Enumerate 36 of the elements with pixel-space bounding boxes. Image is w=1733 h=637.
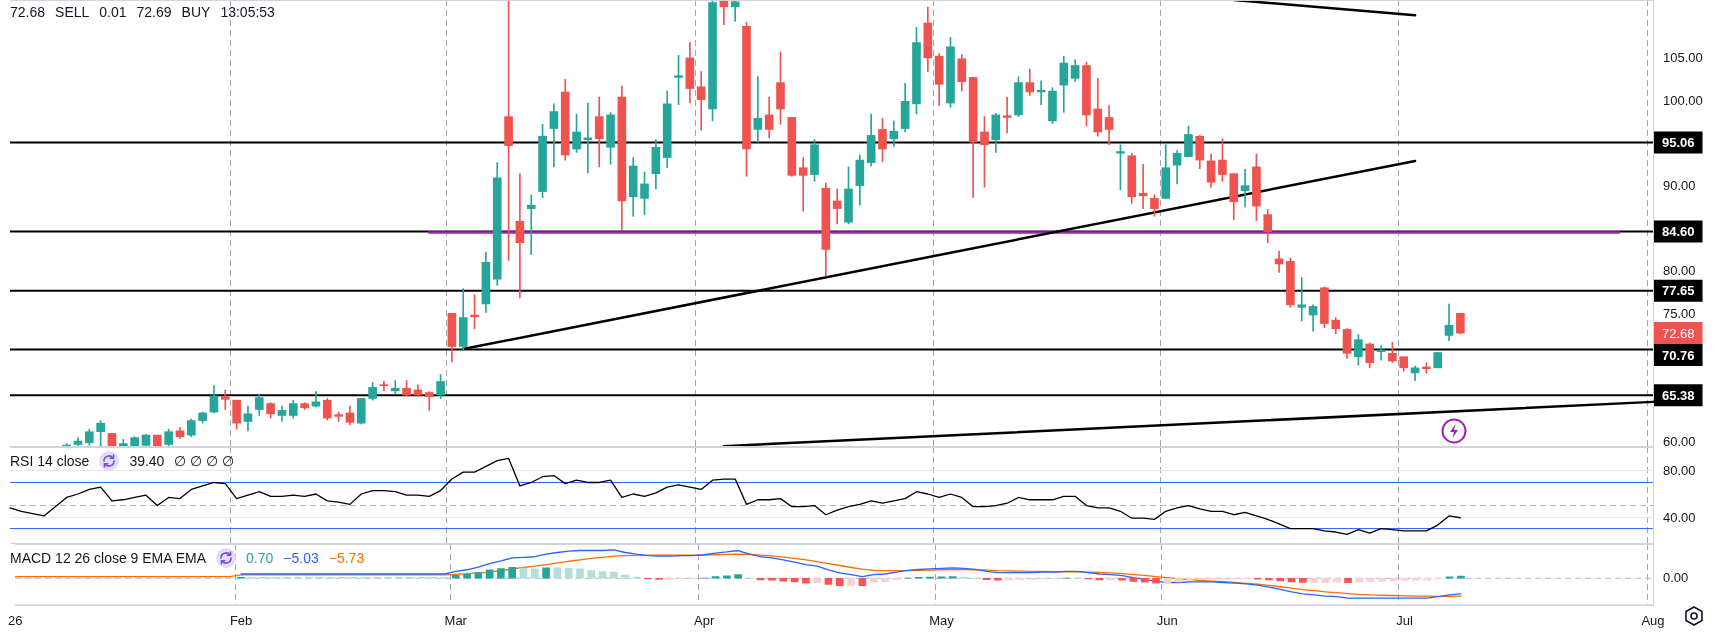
ref-line-label: 77.65 (1662, 283, 1695, 299)
ref-line-label: 65.38 (1662, 387, 1695, 403)
y-tick-label: 75.00 (1663, 305, 1696, 321)
y-tick-label: 40.00 (1663, 509, 1696, 525)
x-tick-label: Jul (1396, 612, 1413, 628)
x-tick-label: Apr (694, 612, 716, 628)
annotation: −5.73 (328, 550, 365, 566)
y-tick-label: 80.00 (1663, 263, 1696, 279)
y-tick-label: 100.00 (1663, 92, 1703, 108)
y-tick-label: 90.00 (1663, 178, 1696, 194)
x-tick-label: May (929, 612, 955, 628)
annotation: BUY (181, 4, 211, 20)
annotation: 0.01 (99, 4, 127, 20)
annotation: −5.03 (283, 550, 319, 566)
ref-line-label: 84.60 (1662, 224, 1695, 240)
y-tick-label: 105.00 (1663, 50, 1703, 66)
chart-title: MACD 12 26 close 9 EMA EMA (10, 550, 207, 566)
annotation: 72.69 (136, 4, 172, 20)
annotation: 0.70 (246, 550, 274, 566)
text: 72.68 (1662, 325, 1695, 341)
x-tick-label: Feb (229, 612, 253, 628)
annotation: 13:05:53 (220, 4, 275, 20)
annotation: ∅ ∅ ∅ ∅ (174, 453, 235, 469)
ref-line-label: 0.00 (1663, 569, 1689, 585)
y-tick-label: 80.00 (1663, 463, 1696, 479)
y-tick-label: 60.00 (1663, 433, 1696, 449)
annotation: SELL (55, 4, 90, 20)
ref-line-label: 95.06 (1662, 135, 1695, 151)
annotation: 39.40 (129, 453, 165, 469)
x-tick-label: 26 (8, 612, 23, 628)
x-tick-label: Mar (444, 612, 468, 628)
x-tick-label: Jun (1156, 612, 1178, 628)
annotation: 72.68 (10, 4, 46, 20)
x-tick-label: Aug (1641, 612, 1665, 628)
text: RSI 14 close (10, 453, 90, 469)
ref-line-label: 70.76 (1662, 347, 1695, 363)
